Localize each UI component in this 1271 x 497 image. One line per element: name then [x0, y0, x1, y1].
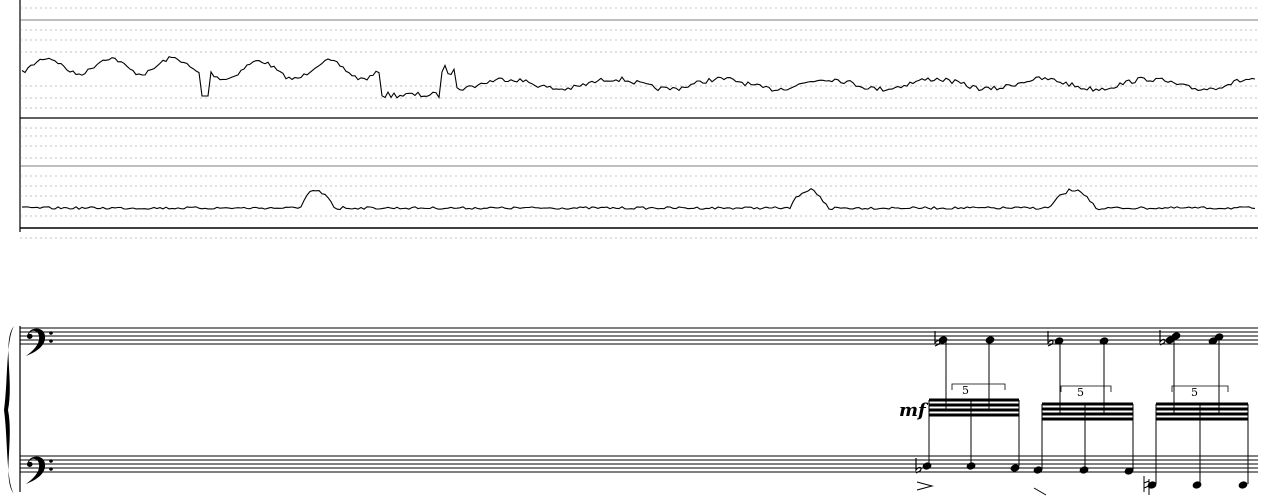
note-head [1147, 481, 1157, 489]
tuplet-number: 5 [1077, 386, 1084, 399]
note-head [1192, 481, 1202, 489]
accent-mark [916, 481, 934, 491]
tuplet-number: 5 [962, 384, 969, 397]
system-brace [4, 326, 14, 494]
graph-gridlines [20, 7, 1258, 239]
note-head [1033, 466, 1043, 474]
tuplet-group: 5 [915, 331, 1020, 474]
note-head [1124, 467, 1134, 475]
note-head [1171, 332, 1181, 340]
bass-clef-icon [26, 328, 53, 356]
flat-icon [1047, 331, 1054, 347]
note-head [1079, 466, 1089, 474]
amplitude-envelope-trace [21, 188, 1256, 211]
lower-staff [20, 455, 1258, 473]
note-head [1010, 464, 1020, 472]
tuplet-group: 5 [1143, 330, 1249, 495]
note-head [1214, 333, 1224, 341]
bass-clef-icon [26, 456, 53, 484]
note-head [985, 336, 995, 344]
flat-icon [1159, 330, 1166, 346]
flat-icon [934, 331, 941, 347]
tuplet-group: 5 [1033, 331, 1134, 475]
note-head [938, 336, 948, 344]
upper-staff [20, 327, 1258, 345]
note-head [922, 462, 932, 470]
note-head [1054, 337, 1064, 345]
slur-line [1033, 487, 1047, 496]
dynamic-marking: mf [899, 400, 929, 421]
flat-icon [915, 458, 922, 474]
note-head [1099, 337, 1109, 345]
tuplet-number: 5 [1191, 386, 1198, 399]
pitch-contour-trace [21, 56, 1256, 100]
natural-icon [1143, 476, 1150, 495]
score-system: mf 5 5 [4, 326, 1258, 496]
note-head [1238, 481, 1248, 489]
graph-area [19, 0, 1258, 239]
note-head [966, 462, 976, 470]
